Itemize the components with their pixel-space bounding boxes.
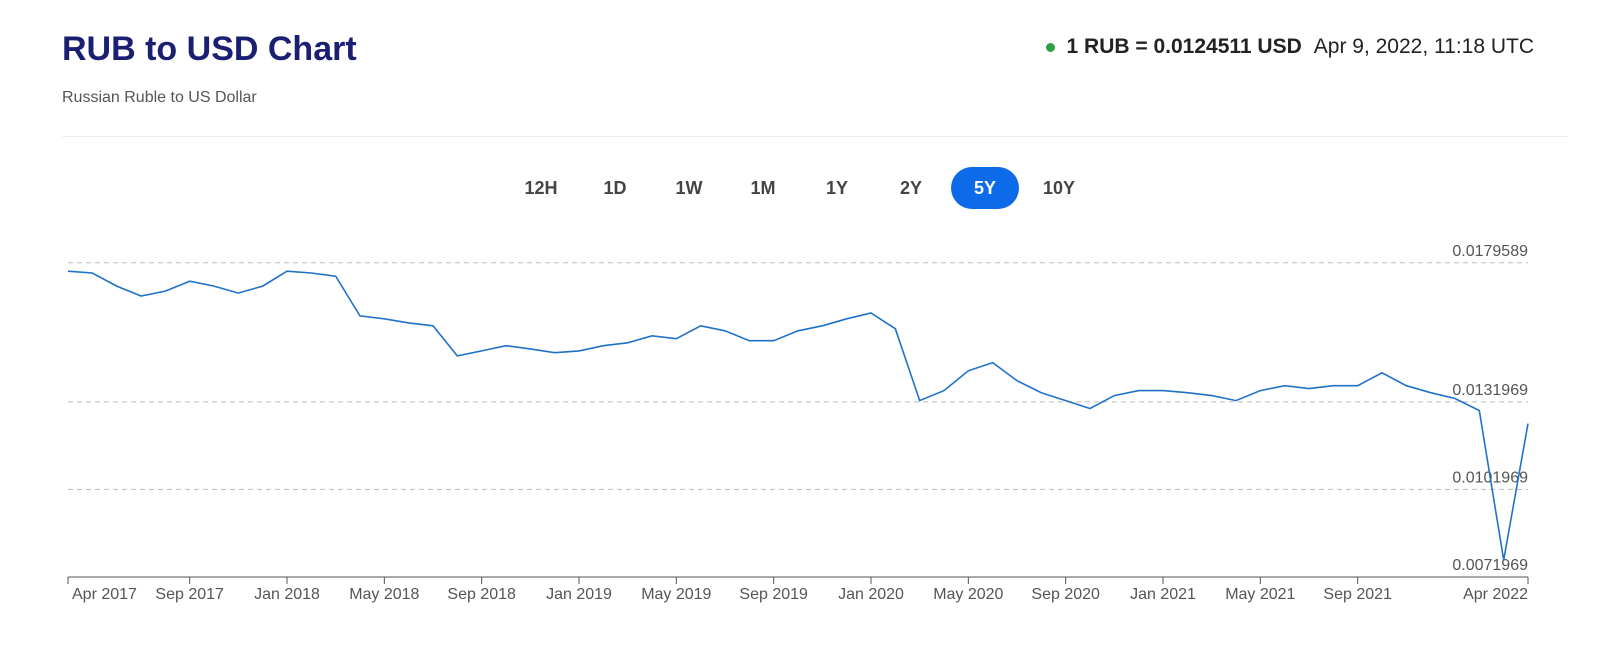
live-dot bbox=[1045, 42, 1055, 52]
x-tick-label: Sep 2018 bbox=[447, 586, 516, 603]
y-tick-label: 0.0071969 bbox=[1452, 557, 1528, 574]
x-tick-label: Apr 2017 bbox=[72, 586, 137, 603]
range-button[interactable]: 2Y bbox=[899, 178, 923, 198]
range-button[interactable]: 10Y bbox=[1042, 178, 1076, 198]
subtitle: Russian Ruble to US Dollar bbox=[62, 89, 257, 106]
x-tick-label: May 2018 bbox=[349, 586, 419, 603]
range-button[interactable]: 5Y bbox=[951, 167, 1019, 209]
x-tick-label: Jan 2021 bbox=[1130, 586, 1196, 603]
range-button[interactable]: 1M bbox=[750, 178, 776, 198]
timestamp: Apr 9, 2022, 11:18 UTC bbox=[1313, 35, 1534, 58]
range-button[interactable]: 1W bbox=[675, 178, 703, 198]
range-button[interactable]: 12H bbox=[524, 178, 558, 198]
x-tick-label: Sep 2019 bbox=[739, 586, 808, 603]
x-tick-label: Sep 2021 bbox=[1323, 586, 1392, 603]
divider bbox=[62, 136, 1568, 137]
x-tick-label: May 2021 bbox=[1225, 586, 1295, 603]
title: RUB to USD Chart bbox=[62, 30, 357, 68]
x-tick-label: May 2020 bbox=[933, 586, 1003, 603]
x-tick-label: May 2019 bbox=[641, 586, 711, 603]
range-buttons: 12H 1D 1W 1M 1Y 2Y 5Y 10Y bbox=[0, 167, 1600, 209]
rate: 1 RUB = 0.0124511 USD bbox=[1066, 35, 1302, 58]
x-tick-label: Sep 2017 bbox=[155, 586, 224, 603]
rate-box: 1 RUB = 0.0124511 USD Apr 9, 2022, 11:18… bbox=[1045, 35, 1534, 59]
y-tick-label: 0.0179589 bbox=[1452, 243, 1528, 260]
x-tick-label: Apr 2022 bbox=[1463, 586, 1528, 603]
x-tick-label: Jan 2019 bbox=[546, 586, 612, 603]
range-button[interactable]: 1Y bbox=[825, 178, 849, 198]
x-tick-label: Jan 2020 bbox=[838, 586, 904, 603]
price-line bbox=[67, 270, 1529, 561]
x-tick-label: Sep 2020 bbox=[1031, 586, 1100, 603]
x-tick-label: Jan 2018 bbox=[254, 586, 320, 603]
y-tick-label: 0.0131969 bbox=[1452, 382, 1528, 399]
range-button[interactable]: 1D bbox=[603, 178, 627, 198]
